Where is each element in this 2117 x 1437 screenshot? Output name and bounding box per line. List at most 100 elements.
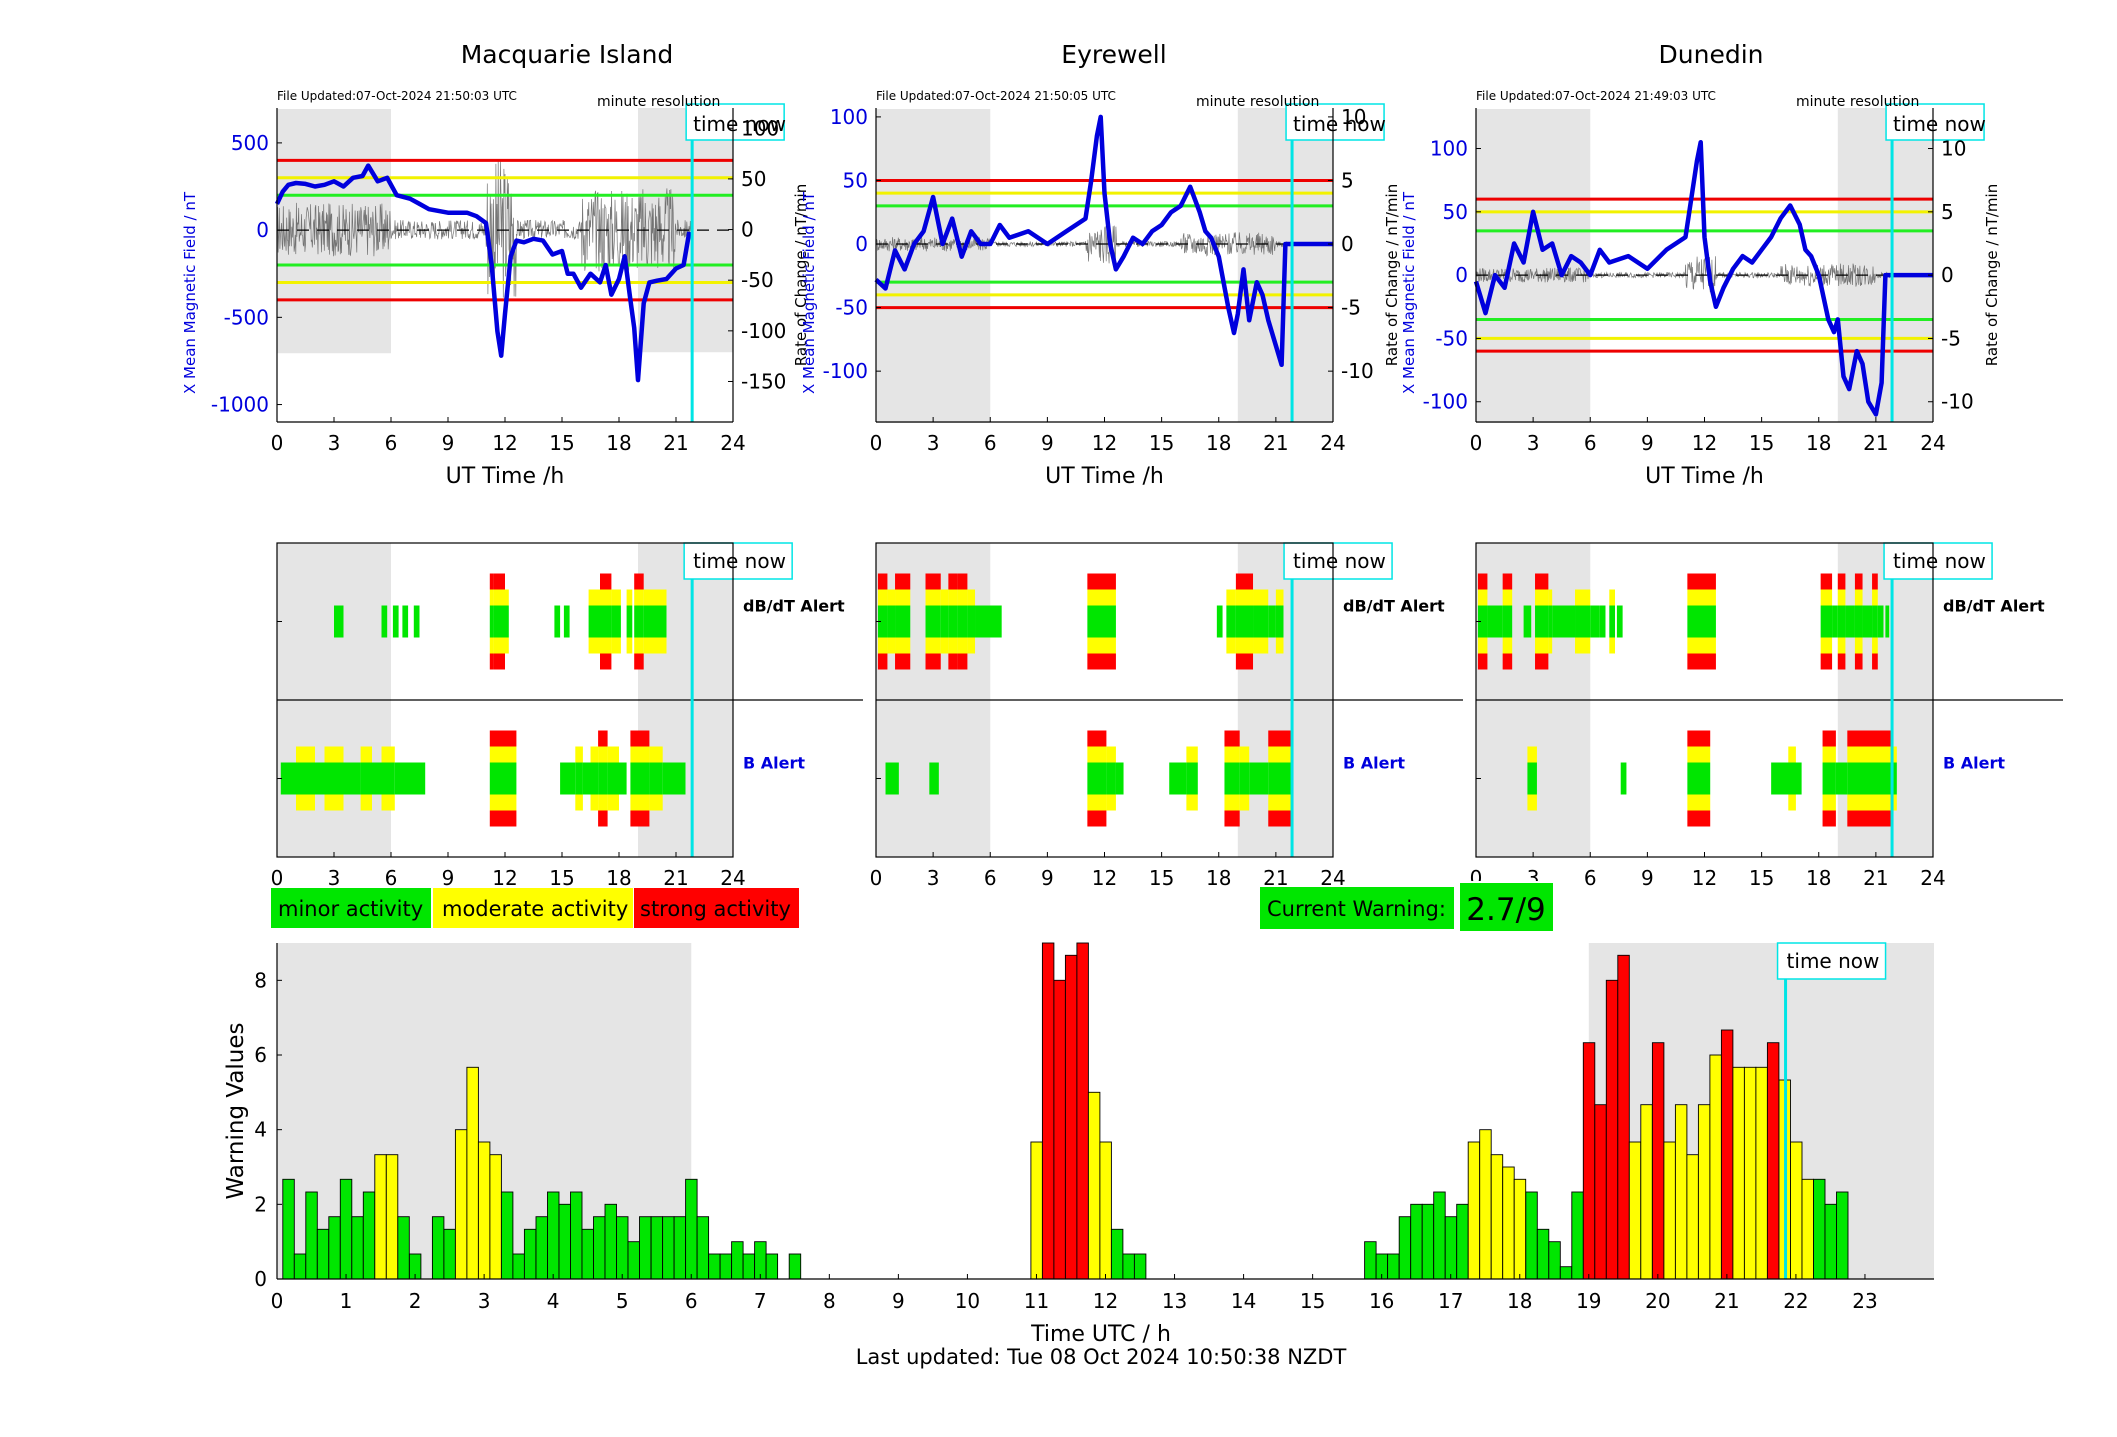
warning-bar xyxy=(719,1253,733,1280)
y2-tick-label: 5 xyxy=(1341,168,1354,192)
alert-bar-yellow xyxy=(1239,746,1250,763)
warning-bar xyxy=(1479,1129,1492,1280)
x-tick-label: 15 xyxy=(1749,866,1774,890)
alert-bar-yellow xyxy=(967,637,976,654)
alert-bar-green xyxy=(1224,762,1240,795)
warning-bar xyxy=(1594,1104,1607,1280)
warning-bar xyxy=(535,1216,548,1280)
alert-bar-yellow xyxy=(1087,637,1116,654)
x-tick-label: 18 xyxy=(606,431,631,455)
alert-bar-red xyxy=(630,810,650,827)
x-tick-label: 21 xyxy=(1263,431,1288,455)
warning-bar xyxy=(1836,1191,1849,1280)
y2-tick-label: -100 xyxy=(741,319,786,343)
alert-bar-green xyxy=(1847,762,1892,795)
x-tick-label: 12 xyxy=(1092,866,1117,890)
y2-tick-label: -5 xyxy=(1341,296,1361,320)
warning-bar xyxy=(1133,1253,1147,1280)
alert-bar-green xyxy=(1687,762,1711,795)
alert-bar-yellow xyxy=(598,794,608,811)
warning-bar xyxy=(1651,1042,1665,1280)
alert-bar-green xyxy=(1552,605,1576,638)
alert-bar-yellow xyxy=(505,589,509,606)
alert-bar-red xyxy=(1087,730,1107,747)
x-tick-label: 12 xyxy=(492,866,517,890)
alert-bar-green xyxy=(1235,605,1254,638)
alert-bar-green xyxy=(315,762,325,795)
alert-bar-red xyxy=(1235,573,1254,590)
y2-tick-label: 0 xyxy=(1941,263,1954,287)
field-line xyxy=(874,114,1333,368)
alert-bar-green xyxy=(611,605,621,638)
warning-bar xyxy=(1387,1253,1400,1280)
warning-bar xyxy=(1617,954,1630,1280)
alert-bar-red xyxy=(598,810,608,827)
alert-bar-yellow xyxy=(967,589,976,606)
alert-bar-yellow xyxy=(598,746,608,763)
alert-bar-yellow xyxy=(643,589,667,606)
alert-bar-yellow xyxy=(1788,794,1796,811)
alert-bar-green xyxy=(1268,762,1292,795)
alert-bar-green xyxy=(1590,605,1600,638)
x-tick-label: 18 xyxy=(1806,431,1831,455)
warning-bar xyxy=(1582,1042,1596,1280)
alert-bar-yellow xyxy=(1239,794,1250,811)
alert-bar-green xyxy=(1616,605,1623,638)
alert-bar-green xyxy=(887,605,896,638)
alert-bar-yellow xyxy=(1854,589,1863,606)
y-tick-label: -100 xyxy=(823,359,868,383)
x-axis-label: Time UTC / h xyxy=(1030,1322,1171,1347)
warning-bar xyxy=(431,1216,445,1280)
warning-bar xyxy=(708,1253,721,1280)
alert-bar-green xyxy=(607,762,619,795)
x-tick-label: 9 xyxy=(442,866,455,890)
x-tick-label: 4 xyxy=(547,1289,560,1313)
x-tick-label: 21 xyxy=(1863,866,1888,890)
b-alert-label: B Alert xyxy=(1943,754,2005,773)
alert-bar-yellow xyxy=(1502,589,1513,606)
warning-bar xyxy=(1755,1066,1768,1280)
x-tick-label: 9 xyxy=(1641,431,1654,455)
alert-bar-yellow xyxy=(1527,746,1537,763)
warning-bar xyxy=(1030,1141,1043,1280)
alert-bar-red xyxy=(1224,730,1240,747)
y-tick-label: 100 xyxy=(830,105,868,129)
warning-bar xyxy=(1674,1104,1688,1280)
x-tick-label: 3 xyxy=(1527,431,1540,455)
x-tick-label: 0 xyxy=(271,866,284,890)
alert-bar-yellow xyxy=(590,794,599,811)
alert-bar-yellow xyxy=(1275,637,1284,654)
alert-bar-yellow xyxy=(1820,637,1833,654)
warning-bar xyxy=(593,1216,606,1280)
warning-bar xyxy=(489,1154,502,1280)
alert-bar-red xyxy=(600,573,612,590)
alert-bar-red xyxy=(1687,573,1716,590)
alert-bar-green xyxy=(489,605,494,638)
time-now-box xyxy=(1776,942,1887,980)
x-tick-label: 9 xyxy=(1641,866,1654,890)
alert-bar-red xyxy=(1820,653,1833,670)
x-tick-label: 24 xyxy=(720,866,745,890)
legend-swatch-moderate xyxy=(433,888,633,928)
x-tick-label: 12 xyxy=(1093,1289,1118,1313)
alert-bar-green xyxy=(1599,605,1606,638)
y-axis-label: X Mean Magnetic Field / nT xyxy=(800,191,818,394)
x-tick-label: 20 xyxy=(1645,1289,1670,1313)
alert-bar-yellow xyxy=(296,794,315,811)
alert-bar-green xyxy=(967,605,976,638)
x-axis-label: UT Time /h xyxy=(1645,464,1764,489)
warning-bar xyxy=(1801,1178,1814,1280)
x-tick-label: 3 xyxy=(927,431,940,455)
alert-bar-green xyxy=(381,605,388,638)
alert-bar-yellow xyxy=(940,589,949,606)
warning-bar xyxy=(547,1191,560,1280)
alert-bar-yellow xyxy=(296,746,315,763)
alert-bar-yellow xyxy=(895,589,911,606)
x-tick-label: 24 xyxy=(720,431,745,455)
time-now-box xyxy=(1283,542,1393,580)
alert-bar-green xyxy=(895,605,911,638)
alert-bar-yellow xyxy=(887,589,896,606)
alert-bar-yellow xyxy=(1609,637,1616,654)
station-title-dunedin: Dunedin xyxy=(1659,40,1764,69)
